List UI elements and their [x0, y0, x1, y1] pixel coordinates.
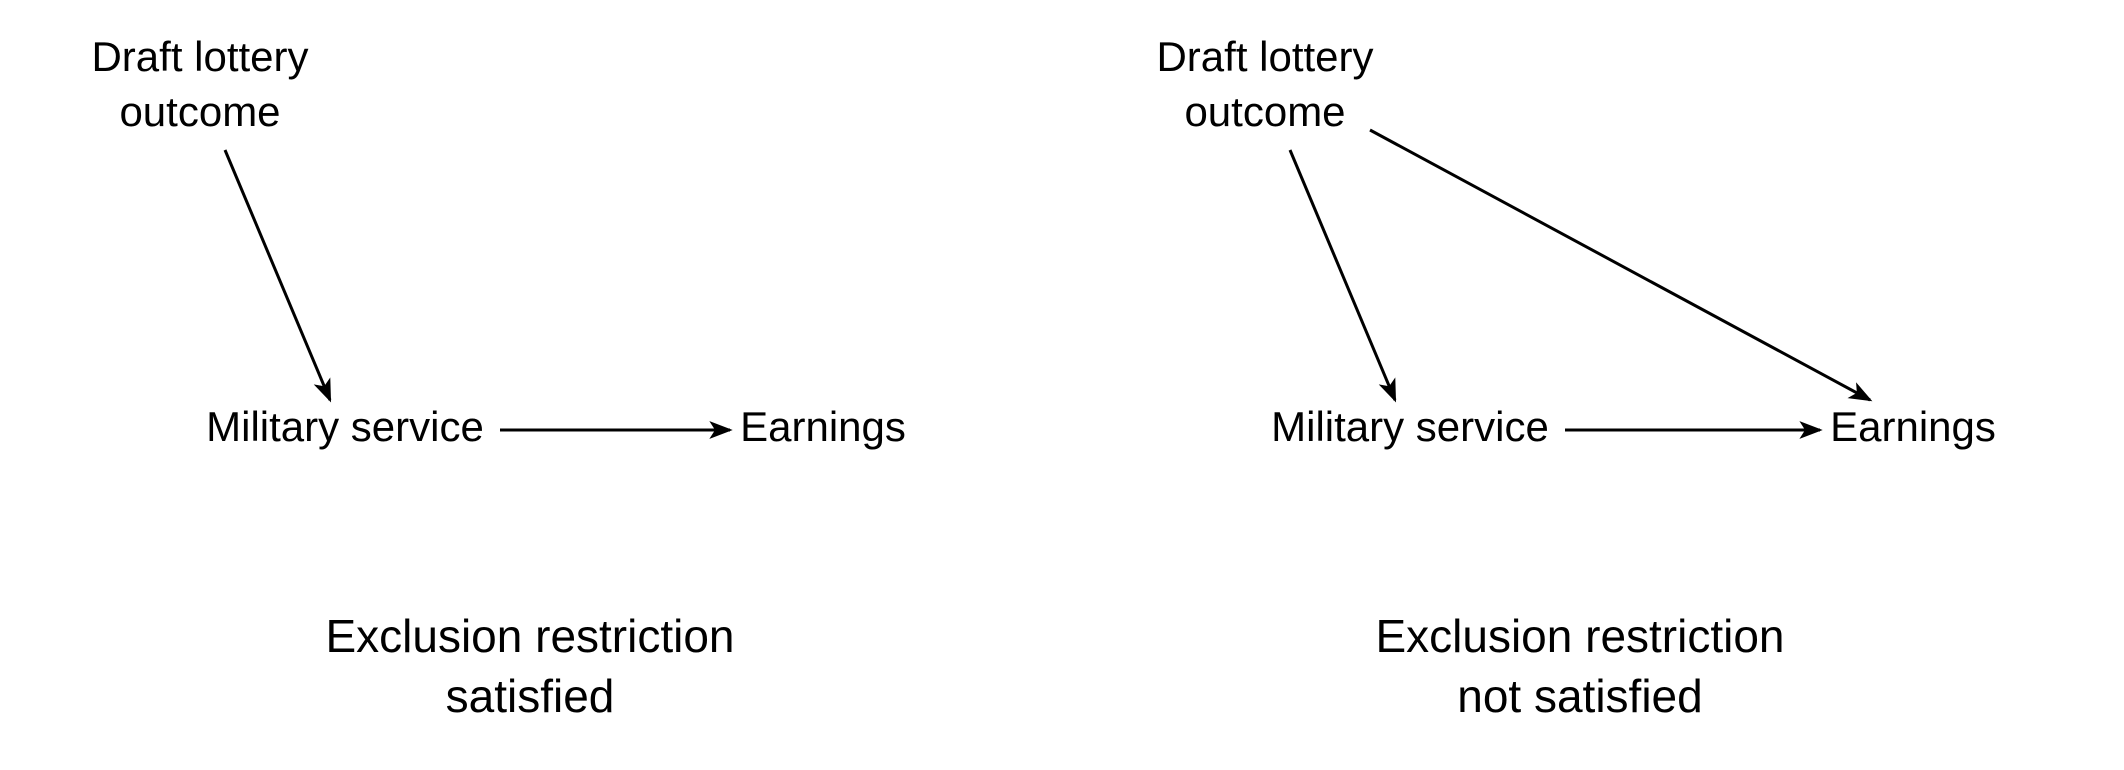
edges-layer [225, 130, 1870, 430]
diagram-canvas: Draft lottery outcome Military service Earn… [0, 0, 2124, 770]
edge-right-instrument-to-mediator [1290, 150, 1395, 400]
node-outcome: Earnings [740, 403, 906, 450]
node-mediator: Military service [206, 403, 484, 450]
node-instrument-line2: outcome [119, 88, 280, 135]
panel-caption-line1: Exclusion restriction [325, 610, 734, 662]
panel-caption-line2: not satisfied [1457, 670, 1702, 722]
nodes-layer: Draft lottery outcome Military service Earn… [91, 33, 1995, 450]
captions-layer: Exclusion restriction satisfied Exclusion … [325, 610, 1784, 722]
node-instrument-line1: Draft lottery [91, 33, 308, 80]
node-instrument-line1: Draft lottery [1156, 33, 1373, 80]
edge-left-instrument-to-mediator [225, 150, 330, 400]
edge-right-instrument-to-outcome [1370, 130, 1870, 400]
node-instrument-line2: outcome [1184, 88, 1345, 135]
panel-caption-line2: satisfied [446, 670, 615, 722]
node-mediator: Military service [1271, 403, 1549, 450]
panel-caption-line1: Exclusion restriction [1375, 610, 1784, 662]
node-outcome: Earnings [1830, 403, 1996, 450]
